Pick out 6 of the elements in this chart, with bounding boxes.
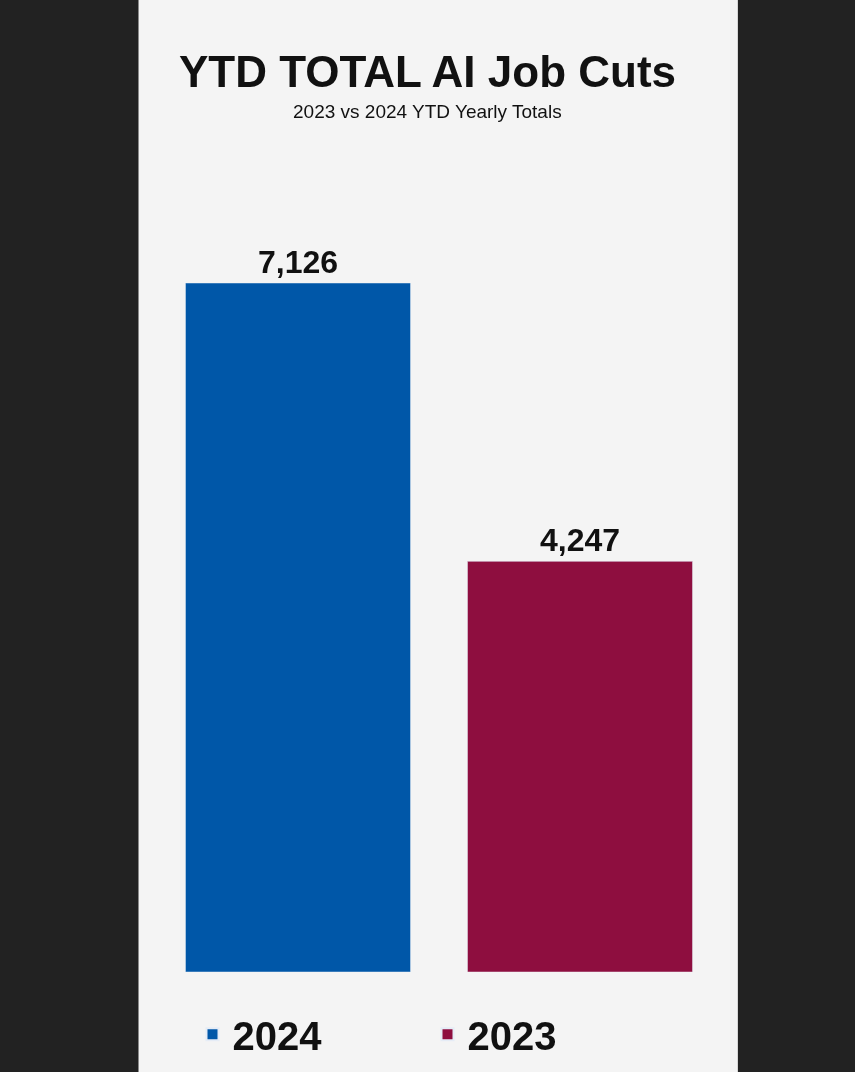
chart-title: YTD TOTAL AI Job Cuts bbox=[179, 47, 677, 96]
chart-subtitle: 2023 vs 2024 YTD Yearly Totals bbox=[293, 101, 562, 122]
legend-label: 2023 bbox=[467, 1013, 557, 1058]
data-label: 4,247 bbox=[539, 522, 621, 559]
data-label: 7,126 bbox=[257, 244, 339, 280]
legend-label: 2024 bbox=[232, 1013, 323, 1058]
